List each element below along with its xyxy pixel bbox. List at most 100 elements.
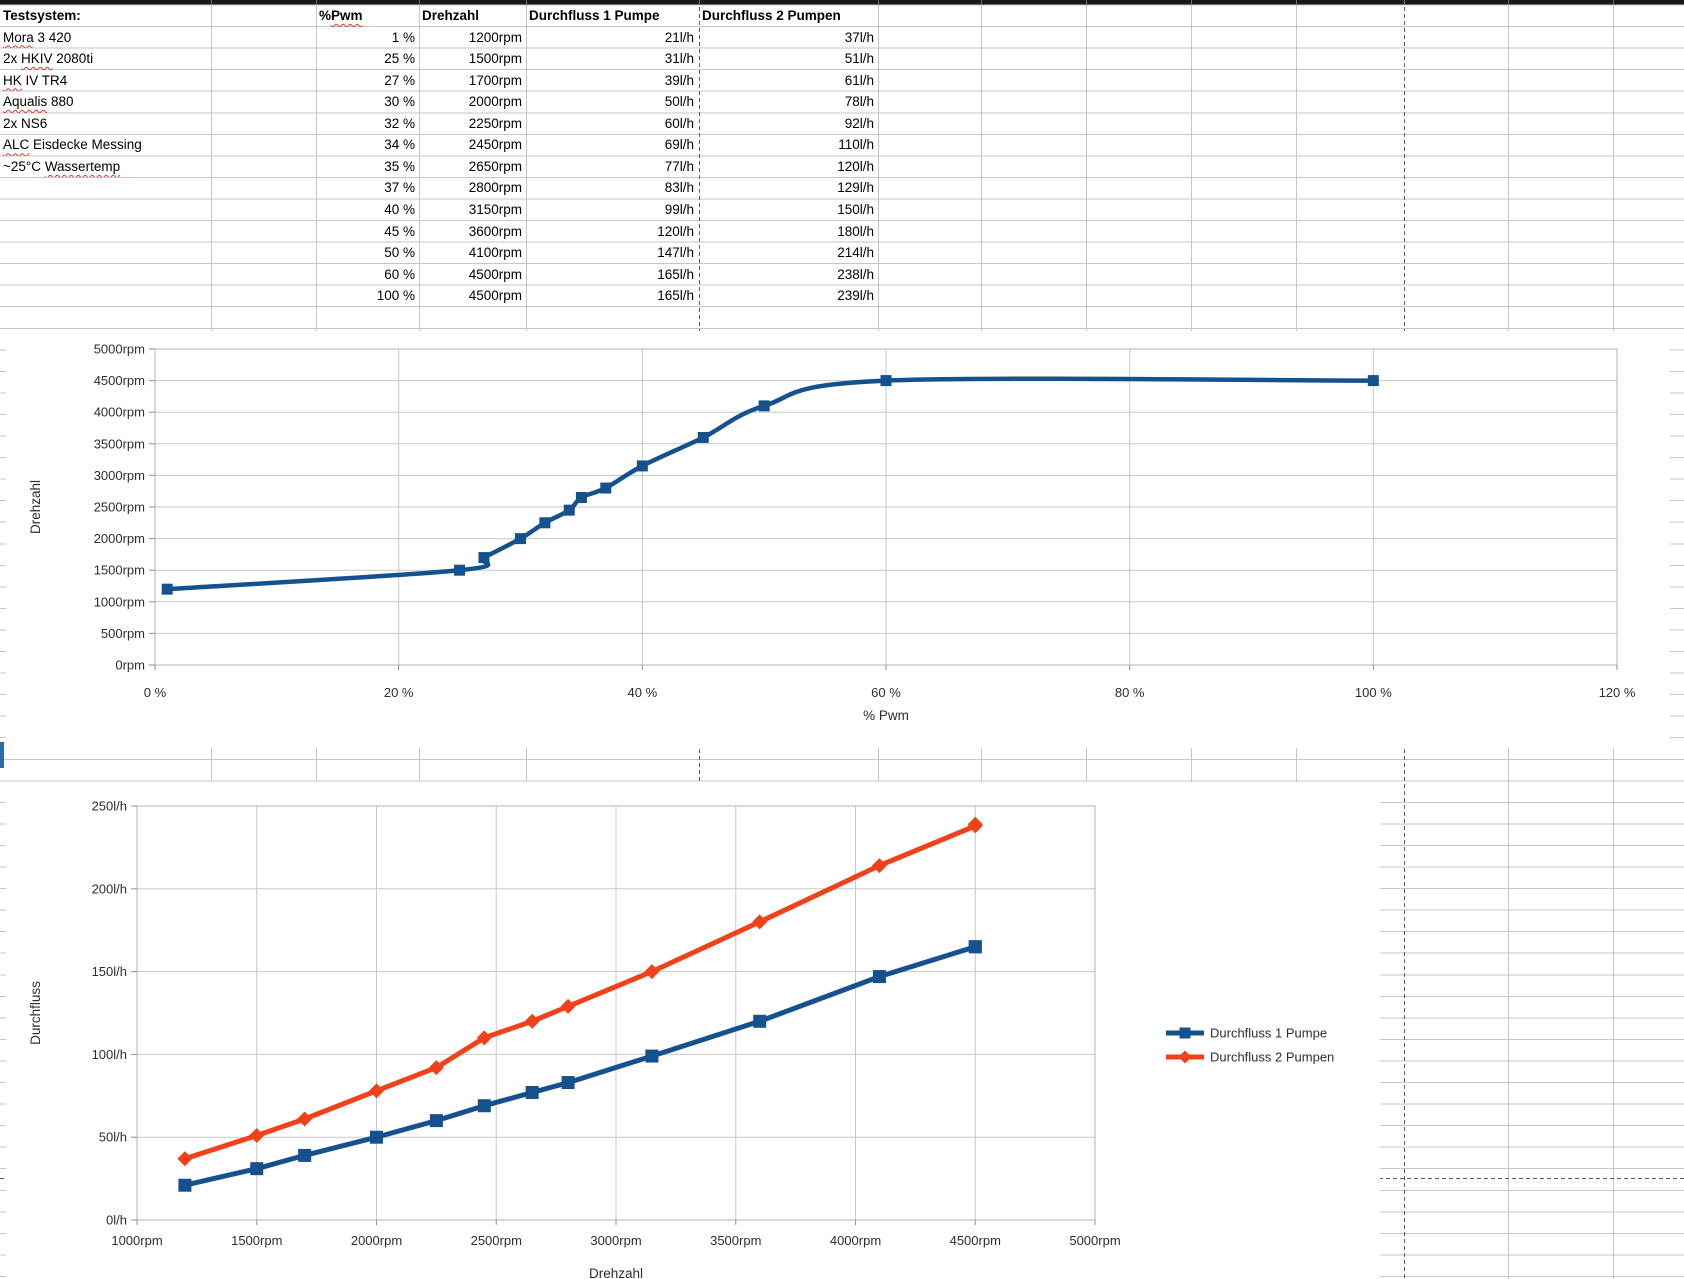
- label-text: 880: [47, 94, 74, 110]
- table-header-testsystem[interactable]: Testsystem:: [3, 8, 81, 23]
- system-info-cell[interactable]: 2x NS6: [3, 113, 209, 135]
- durchfluss1-cell[interactable]: 77l/h: [664, 158, 694, 174]
- durchfluss2-cell[interactable]: 129l/h: [837, 180, 874, 196]
- system-info-cell[interactable]: 2x HKIV 2080ti: [3, 48, 209, 70]
- durchfluss1-cell[interactable]: 50l/h: [664, 94, 694, 110]
- durchfluss1-cell[interactable]: 83l/h: [664, 180, 694, 196]
- durchfluss2-cell[interactable]: 238l/h: [837, 266, 874, 282]
- durchfluss1-cell[interactable]: 31l/h: [664, 51, 694, 67]
- svg-text:80 %: 80 %: [1115, 685, 1145, 700]
- durchfluss2-cell[interactable]: 37l/h: [844, 29, 874, 45]
- x-axis-title: % Pwm: [863, 708, 909, 723]
- label-text: %: [319, 8, 332, 23]
- misspelled-word: ALC: [3, 137, 30, 153]
- pwm-cell[interactable]: 30 %: [384, 94, 415, 110]
- misspelled-word: Pwm: [331, 8, 363, 23]
- table-header-cell[interactable]: Drehzahl: [422, 5, 524, 27]
- svg-text:40 %: 40 %: [628, 685, 658, 700]
- pwm-cell[interactable]: 35 %: [384, 158, 415, 174]
- svg-text:1500rpm: 1500rpm: [231, 1233, 282, 1248]
- data-point-marker: [249, 1128, 265, 1144]
- table-header-cell[interactable]: %Pwm: [319, 5, 417, 27]
- label-text: 2x NS6: [3, 115, 48, 131]
- drehzahl-cell[interactable]: 4100rpm: [468, 245, 522, 261]
- drehzahl-cell[interactable]: 2800rpm: [468, 180, 522, 196]
- durchfluss2-cell[interactable]: 120l/h: [837, 158, 874, 174]
- drehzahl-cell[interactable]: 3150rpm: [468, 201, 522, 217]
- data-point-marker: [563, 504, 575, 516]
- svg-text:4500rpm: 4500rpm: [950, 1233, 1001, 1248]
- drehzahl-cell[interactable]: 1700rpm: [468, 72, 522, 88]
- toolbar-edge: [0, 0, 1684, 5]
- pwm-cell[interactable]: 60 %: [384, 266, 415, 282]
- table-header-cell[interactable]: Durchfluss 1 Pumpe: [529, 5, 697, 27]
- durchfluss1-cell[interactable]: 165l/h: [657, 266, 694, 282]
- svg-text:2000rpm: 2000rpm: [351, 1233, 402, 1248]
- pwm-cell[interactable]: 100 %: [376, 288, 415, 304]
- durchfluss2-cell[interactable]: 239l/h: [837, 288, 874, 304]
- durchfluss2-cell[interactable]: 61l/h: [844, 72, 874, 88]
- pwm-cell[interactable]: 32 %: [384, 115, 415, 131]
- x-tick-labels: 0 % 20 % 40 % 60 % 80 % 100 % 120 %: [144, 685, 1636, 700]
- drehzahl-cell[interactable]: 3600rpm: [468, 223, 522, 239]
- drehzahl-cell[interactable]: 4500rpm: [468, 288, 522, 304]
- durchfluss1-cell[interactable]: 99l/h: [664, 201, 694, 217]
- svg-text:250l/h: 250l/h: [92, 799, 127, 814]
- drehzahl-cell[interactable]: 2000rpm: [468, 94, 522, 110]
- table-header-cell[interactable]: Durchfluss 2 Pumpen: [702, 5, 877, 27]
- durchfluss2-cell[interactable]: 92l/h: [844, 115, 874, 131]
- durchfluss1-cell[interactable]: 69l/h: [664, 137, 694, 153]
- label-text: Drehzahl: [422, 8, 480, 23]
- series-durchfluss-2-pumpen: [177, 816, 983, 1167]
- data-point-marker: [752, 914, 768, 930]
- chart-durchfluss-vs-drehzahl[interactable]: 0l/h 50l/h 100l/h 150l/h 200l/h 250l/h 1000rpm…: [6, 782, 1380, 1279]
- data-point-marker: [871, 858, 887, 874]
- label-text: 2x: [3, 51, 22, 67]
- pwm-cell[interactable]: 45 %: [384, 223, 415, 239]
- durchfluss2-cell[interactable]: 110l/h: [838, 137, 874, 153]
- drehzahl-cell[interactable]: 2250rpm: [468, 115, 522, 131]
- pwm-cell[interactable]: 34 %: [384, 137, 415, 153]
- system-info-cell[interactable]: HK IV TR4: [3, 70, 209, 92]
- data-point-marker: [250, 1162, 264, 1176]
- durchfluss2-cell[interactable]: 214l/h: [837, 245, 874, 261]
- durchfluss2-cell[interactable]: 78l/h: [844, 94, 874, 110]
- svg-text:2000rpm: 2000rpm: [94, 531, 145, 546]
- pwm-cell[interactable]: 25 %: [384, 51, 415, 67]
- system-info-cell[interactable]: ALC Eisdecke Messing: [3, 134, 209, 156]
- pwm-cell[interactable]: 27 %: [384, 72, 415, 88]
- pwm-cell[interactable]: 37 %: [384, 180, 415, 196]
- durchfluss2-cell[interactable]: 150l/h: [837, 201, 874, 217]
- system-info-cell[interactable]: Mora 3 420: [3, 27, 209, 49]
- data-point-marker: [753, 1014, 767, 1028]
- x-tick-labels: 1000rpm 1500rpm 2000rpm 2500rpm 3000rpm 3500r…: [111, 1233, 1120, 1248]
- pwm-cell[interactable]: 40 %: [384, 201, 415, 217]
- svg-text:4000rpm: 4000rpm: [94, 405, 145, 420]
- series-drehzahl-line: [164, 376, 1376, 592]
- system-info-cell[interactable]: Aqualis 880: [3, 91, 209, 113]
- data-point-marker: [477, 1099, 491, 1113]
- label-text: 2080ti: [52, 51, 94, 67]
- drehzahl-cell[interactable]: 1500rpm: [468, 51, 522, 67]
- data-point-marker: [177, 1151, 193, 1167]
- drehzahl-cell[interactable]: 2450rpm: [468, 137, 522, 153]
- drehzahl-cell[interactable]: 1200rpm: [468, 29, 522, 45]
- drehzahl-cell[interactable]: 2650rpm: [468, 158, 522, 174]
- y-axis-title: Durchfluss: [28, 981, 43, 1045]
- durchfluss2-cell[interactable]: 180l/h: [837, 223, 874, 239]
- durchfluss1-cell[interactable]: 120l/h: [657, 223, 694, 239]
- pwm-cell[interactable]: 50 %: [384, 245, 415, 261]
- drehzahl-cell[interactable]: 4500rpm: [468, 266, 522, 282]
- durchfluss2-cell[interactable]: 51l/h: [844, 51, 874, 67]
- legend-marker: [1179, 1027, 1191, 1039]
- durchfluss1-cell[interactable]: 39l/h: [664, 72, 694, 88]
- chart-drehzahl-vs-pwm[interactable]: 0rpm 500rpm 1000rpm 1500rpm 2000rpm 2500rpm 30…: [6, 331, 1670, 748]
- durchfluss1-cell[interactable]: 165l/h: [657, 288, 694, 304]
- durchfluss1-cell[interactable]: 147l/h: [657, 245, 694, 261]
- pwm-cell[interactable]: 1 %: [391, 29, 415, 45]
- data-point-marker: [178, 1178, 192, 1192]
- system-info-cell[interactable]: ~25°C Wassertemp: [3, 156, 209, 178]
- durchfluss1-cell[interactable]: 21l/h: [664, 29, 694, 45]
- durchfluss1-cell[interactable]: 60l/h: [664, 115, 694, 131]
- svg-text:4000rpm: 4000rpm: [830, 1233, 881, 1248]
